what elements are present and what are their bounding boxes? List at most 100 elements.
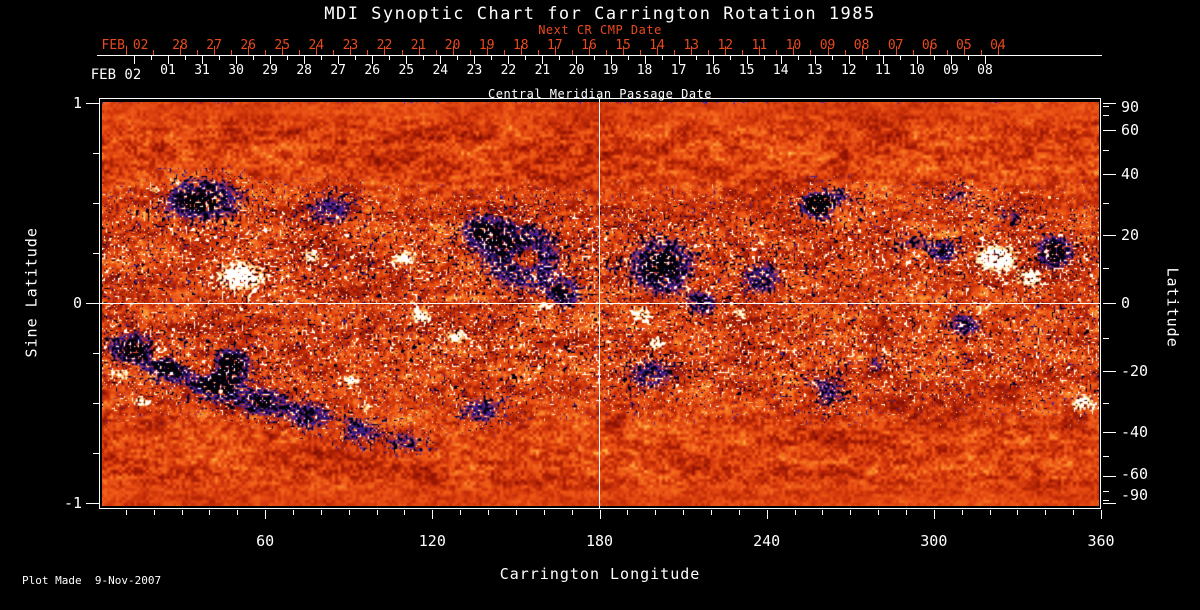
y-right-tick-label: -20 — [1121, 362, 1149, 381]
y-right-minor-tick — [1103, 490, 1109, 492]
y-left-minor-tick — [93, 403, 99, 404]
cmp-date-label: 21 — [534, 63, 551, 78]
cmp-date-tick — [848, 56, 850, 64]
cmp-date-minor-tick — [797, 56, 799, 60]
next-cr-minor-tick — [776, 50, 778, 55]
x-axis-minor-tick — [989, 510, 991, 515]
cmp-date-minor-tick — [865, 56, 867, 60]
x-axis-minor-tick — [794, 510, 796, 515]
next-cr-date-label: 10 — [785, 38, 802, 53]
cmp-date-tick — [304, 56, 306, 64]
next-cr-date-tick — [350, 46, 352, 55]
cmp-date-label: 19 — [602, 63, 619, 78]
next-cr-date-label: 07 — [887, 38, 904, 53]
x-axis-tick — [265, 510, 267, 519]
cmp-date-tick — [814, 56, 816, 64]
x-axis-minor-tick — [460, 510, 462, 515]
cmp-date-label: 29 — [262, 63, 278, 78]
x-axis-minor-tick — [905, 510, 907, 515]
x-axis-minor-tick — [655, 510, 657, 515]
cmp-date-tick — [746, 56, 748, 64]
next-cr-minor-tick — [401, 50, 403, 55]
y-left-tick — [86, 103, 99, 104]
next-cr-minor-tick — [742, 50, 744, 55]
x-axis-minor-tick — [683, 510, 685, 515]
cmp-date-minor-tick — [627, 56, 629, 60]
y-right-tick-label: 40 — [1121, 165, 1140, 184]
cmp-date-tick — [270, 56, 272, 64]
next-cr-date-label: 11 — [751, 38, 768, 53]
next-cr-date-label: 06 — [921, 38, 938, 53]
cmp-date-minor-tick — [695, 56, 697, 60]
cmp-date-label: 25 — [398, 63, 415, 78]
x-axis-minor-tick — [209, 510, 211, 515]
cmp-date-minor-tick — [355, 56, 357, 60]
y-right-tick — [1103, 234, 1116, 236]
cmp-date-minor-tick — [729, 56, 731, 60]
cmp-date-minor-tick — [287, 56, 289, 60]
x-axis-minor-tick — [627, 510, 629, 515]
x-axis-minor-tick — [738, 510, 740, 515]
cmp-date-minor-tick — [389, 56, 391, 60]
next-cr-date-tick — [623, 46, 625, 55]
y-right-tick-label: 20 — [1121, 225, 1140, 244]
next-cr-date-label: 18 — [512, 38, 529, 53]
x-axis-minor-tick — [1073, 510, 1075, 515]
y-right-tick-label: 60 — [1121, 120, 1140, 139]
cmp-date-minor-tick — [491, 56, 493, 60]
y-left-minor-tick — [93, 153, 99, 154]
cmp-date-label: 14 — [772, 63, 789, 78]
cmp-date-label: 09 — [943, 63, 959, 78]
x-axis-minor-tick — [348, 510, 350, 515]
next-cr-minor-tick — [810, 50, 812, 55]
next-cr-date-label: 08 — [853, 38, 870, 53]
cmp-date-label: 30 — [228, 63, 244, 78]
y-right-tick — [1103, 174, 1116, 176]
next-cr-minor-tick — [299, 50, 301, 55]
next-cr-date-label: 15 — [615, 38, 631, 53]
magnetogram-canvas — [102, 102, 1099, 506]
next-cr-minor-tick — [435, 50, 437, 55]
next-cr-date-tick — [861, 46, 863, 55]
x-axis-minor-tick — [571, 510, 573, 515]
cmp-date-minor-tick — [185, 56, 187, 60]
next-cr-date-tick — [520, 46, 522, 55]
cmp-date-label: 18 — [636, 63, 653, 78]
cmp-date-tick — [338, 56, 340, 64]
x-axis-tick-label: 360 — [1087, 532, 1115, 550]
next-cr-minor-tick — [367, 50, 369, 55]
white-month-label: FEB 02 — [90, 67, 142, 83]
y-right-tick — [1103, 476, 1116, 478]
next-cr-minor-tick — [153, 50, 154, 55]
cmp-date-label: 20 — [568, 63, 585, 78]
x-axis-minor-tick — [181, 510, 183, 515]
x-axis-title: Carrington Longitude — [499, 565, 701, 583]
cmp-date-label: 13 — [806, 63, 823, 78]
cmp-date-tick — [372, 56, 374, 64]
next-cr-date-label: 26 — [240, 38, 256, 53]
next-cr-date-tick — [384, 46, 386, 55]
cmp-date-tick — [916, 56, 918, 64]
cmp-date-minor-tick — [763, 56, 765, 60]
x-axis-tick — [599, 510, 601, 519]
cmp-date-label: 26 — [364, 63, 381, 78]
next-cr-date-tick — [180, 46, 181, 55]
cmp-date-tick — [236, 56, 238, 64]
next-cr-date-label: 27 — [206, 38, 222, 53]
y-left-minor-tick — [93, 453, 99, 454]
next-cr-date-tick — [282, 46, 284, 55]
x-axis-minor-tick — [850, 510, 852, 515]
cmp-date-label: 15 — [738, 63, 755, 78]
next-cr-date-label: 17 — [547, 38, 563, 53]
next-cr-minor-tick — [980, 50, 982, 55]
x-axis-tick-label: 300 — [920, 532, 948, 550]
next-cr-minor-tick — [197, 50, 199, 55]
cmp-date-label: 12 — [840, 63, 857, 78]
next-cr-minor-tick — [674, 50, 676, 55]
next-cr-minor-tick — [878, 50, 880, 55]
next-cr-minor-tick — [606, 50, 607, 55]
cmp-date-tick — [644, 56, 646, 64]
plot-made-timestamp: Plot Made 9-Nov-2007 — [22, 574, 162, 587]
next-cr-date-tick — [214, 46, 216, 55]
date-axis-line — [97, 55, 1102, 56]
